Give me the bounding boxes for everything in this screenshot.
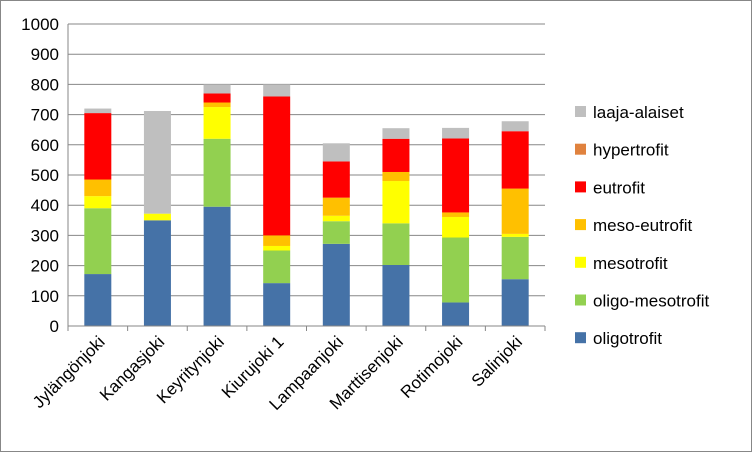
legend-swatch bbox=[575, 294, 586, 306]
y-tick-label: 400 bbox=[31, 196, 59, 215]
bar-segment-mesotrofit bbox=[203, 107, 231, 139]
bar-segment-meso-eutrofit bbox=[382, 171, 410, 182]
x-category-label: Rotimojoki bbox=[397, 332, 467, 402]
x-axis bbox=[67, 24, 546, 331]
bar-segment-laaja-alaiset bbox=[382, 128, 410, 139]
bar-segment-laaja-alaiset bbox=[263, 84, 291, 97]
bar-segment-oligotrofit bbox=[442, 302, 470, 326]
bar-segment-eutrofit bbox=[322, 161, 350, 198]
bar-segment-meso-eutrofit bbox=[203, 102, 231, 108]
legend-swatch bbox=[575, 219, 586, 231]
bar-segment-mesotrofit bbox=[382, 181, 410, 224]
bar-segment-oligo-mesotrofit bbox=[322, 221, 350, 244]
bar-segment-laaja-alaiset bbox=[322, 143, 350, 162]
bar-segment-laaja-alaiset bbox=[501, 121, 529, 132]
bar-segment-laaja-alaiset bbox=[442, 127, 470, 139]
y-tick-label: 800 bbox=[31, 75, 59, 94]
bar-segment-eutrofit bbox=[382, 138, 410, 172]
bar-segment-meso-eutrofit bbox=[84, 179, 112, 197]
legend-label: hypertrofit bbox=[593, 141, 669, 160]
bar-segment-eutrofit bbox=[442, 138, 470, 213]
legend-swatch bbox=[575, 181, 586, 193]
bar-segment-oligotrofit bbox=[382, 264, 410, 326]
legend-label: oligo-mesotrofit bbox=[593, 292, 709, 311]
legend-label: laaja-alaiset bbox=[593, 103, 684, 122]
legend-label: meso-eutrofit bbox=[593, 216, 692, 235]
bar-segment-oligotrofit bbox=[203, 206, 231, 326]
legend-label: oligotrofit bbox=[593, 329, 662, 348]
legend-swatch bbox=[575, 256, 586, 268]
bar-segment-laaja-alaiset bbox=[84, 108, 112, 114]
bars bbox=[84, 84, 529, 326]
bar-segment-mesotrofit bbox=[143, 213, 171, 221]
bar-segment-oligotrofit bbox=[322, 243, 350, 326]
bar-segment-eutrofit bbox=[263, 96, 291, 236]
legend-label: mesotrofit bbox=[593, 254, 668, 273]
bar-segment-oligotrofit bbox=[263, 283, 291, 326]
bar-segment-meso-eutrofit bbox=[322, 197, 350, 216]
bar-segment-mesotrofit bbox=[322, 215, 350, 222]
legend-swatch bbox=[575, 106, 586, 117]
bar-segment-oligotrofit bbox=[501, 279, 529, 326]
y-tick-label: 200 bbox=[31, 257, 59, 276]
bar-segment-oligo-mesotrofit bbox=[203, 138, 231, 207]
bar-segment-oligo-mesotrofit bbox=[84, 208, 112, 275]
bar-segment-eutrofit bbox=[203, 93, 231, 103]
y-tick-label: 900 bbox=[31, 45, 59, 64]
x-category-label: Jylängönjoki bbox=[29, 332, 109, 412]
bar-segment-mesotrofit bbox=[501, 233, 529, 237]
x-axis-category-labels: JylängönjokiKangasjokiKeyritynjokiKiuruj… bbox=[29, 332, 526, 414]
bar-segment-mesotrofit bbox=[263, 245, 291, 251]
bar-segment-mesotrofit bbox=[442, 216, 470, 238]
legend: laaja-alaiset hypertrofit eutrofit meso-eut… bbox=[575, 103, 709, 348]
y-tick-label: 100 bbox=[31, 287, 59, 306]
bar-segment-oligo-mesotrofit bbox=[263, 250, 291, 284]
bar-segment-eutrofit bbox=[84, 113, 112, 180]
y-tick-label: 600 bbox=[31, 136, 59, 155]
y-axis-tick-labels: 0 100 200 300 400 500 600 700 800 900 1000 bbox=[21, 15, 59, 336]
y-tick-label: 1000 bbox=[21, 15, 59, 34]
y-tick-label: 500 bbox=[31, 166, 59, 185]
bar-segment-eutrofit bbox=[501, 131, 529, 189]
y-tick-label: 0 bbox=[50, 317, 59, 336]
bar-segment-laaja-alaiset bbox=[143, 110, 171, 214]
bar-segment-meso-eutrofit bbox=[501, 188, 529, 234]
bar-segment-meso-eutrofit bbox=[442, 212, 470, 217]
bar-segment-laaja-alaiset bbox=[203, 84, 231, 94]
y-tick-label: 300 bbox=[31, 226, 59, 245]
legend-swatch bbox=[575, 332, 586, 344]
x-category-label: Salinjoki bbox=[468, 332, 526, 390]
bar-segment-mesotrofit bbox=[84, 196, 112, 209]
bar-segment-oligotrofit bbox=[143, 220, 171, 326]
bar-segment-meso-eutrofit bbox=[263, 235, 291, 246]
bar-segment-oligo-mesotrofit bbox=[442, 237, 470, 303]
gridlines bbox=[68, 23, 545, 297]
legend-label: eutrofit bbox=[593, 178, 645, 197]
bar-segment-oligo-mesotrofit bbox=[382, 223, 410, 265]
y-tick-label: 700 bbox=[31, 106, 59, 125]
legend-swatch bbox=[575, 143, 586, 155]
bar-segment-oligo-mesotrofit bbox=[501, 236, 529, 280]
bar-segment-oligotrofit bbox=[84, 274, 112, 326]
